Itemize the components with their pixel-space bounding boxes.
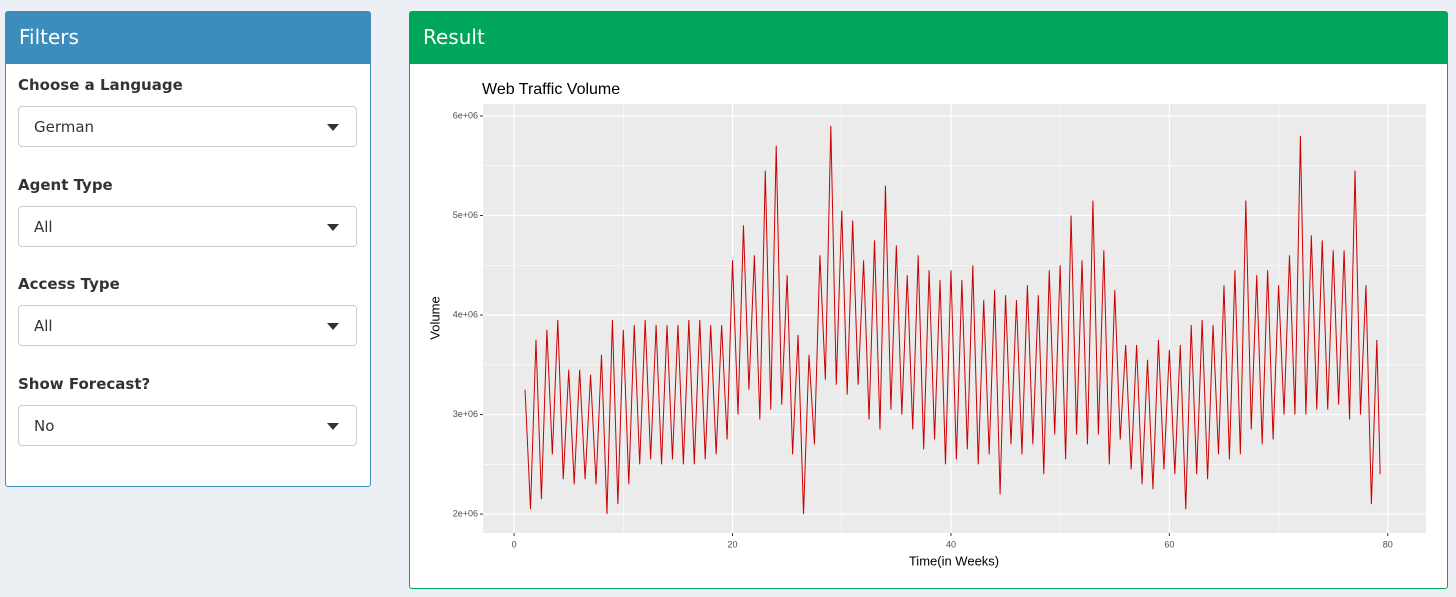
panel-title: Filters	[6, 12, 370, 64]
field-label: Access Type	[18, 275, 120, 293]
result-panel: Result	[409, 11, 1448, 589]
filter-field: Access Type All	[18, 275, 357, 346]
panel-title: Result	[410, 12, 1447, 64]
select[interactable]: German	[18, 106, 357, 147]
filter-field: Agent Type All	[18, 176, 357, 247]
field-label: Agent Type	[18, 175, 113, 194]
filter-field: Choose a Language German	[18, 76, 357, 147]
field-label: Show Forecast?	[18, 374, 151, 393]
field-label: Choose a Language	[18, 76, 183, 94]
select[interactable]: All	[18, 205, 357, 247]
select[interactable]: All	[18, 305, 357, 346]
filters-panel: Filters Choose a Language German Agent Typ…	[5, 11, 371, 487]
select[interactable]: No	[18, 404, 357, 446]
filter-field: Show Forecast? No	[18, 375, 357, 446]
